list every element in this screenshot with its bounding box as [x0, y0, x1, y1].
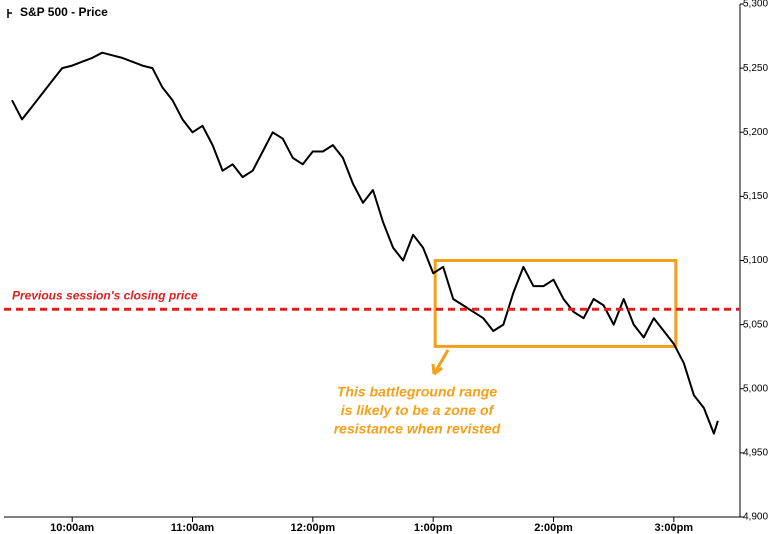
- y-tick-label: 5,250: [743, 63, 768, 74]
- y-tick-label: 5,000: [743, 383, 768, 394]
- annotation: This battleground range: [337, 384, 497, 400]
- x-tick-label: 12:00pm: [291, 522, 336, 534]
- y-tick-label: 4,900: [743, 512, 768, 523]
- y-tick-label: 5,150: [743, 191, 768, 202]
- x-tick-label: 3:00pm: [655, 522, 694, 534]
- reference-label: Previous session's closing price: [12, 288, 198, 302]
- x-tick-label: 10:00am: [50, 522, 94, 534]
- y-tick-label: 5,100: [743, 255, 768, 266]
- price-line: [11, 51, 719, 435]
- annotation: resistance when revisted: [334, 421, 501, 437]
- y-tick-label: 5,300: [743, 0, 768, 10]
- annotation: is likely to be a zone of: [341, 402, 495, 418]
- y-tick-label: 5,050: [743, 319, 768, 330]
- y-tick-label: 4,950: [743, 448, 768, 459]
- arrow: [431, 349, 450, 376]
- x-tick-label: 1:00pm: [414, 522, 453, 534]
- y-tick-label: 5,200: [743, 127, 768, 138]
- x-tick-label: 11:00am: [171, 522, 215, 534]
- legend-label: S&P 500 - Price: [20, 5, 108, 19]
- x-tick-label: 2:00pm: [534, 522, 573, 534]
- range-box: [433, 259, 678, 348]
